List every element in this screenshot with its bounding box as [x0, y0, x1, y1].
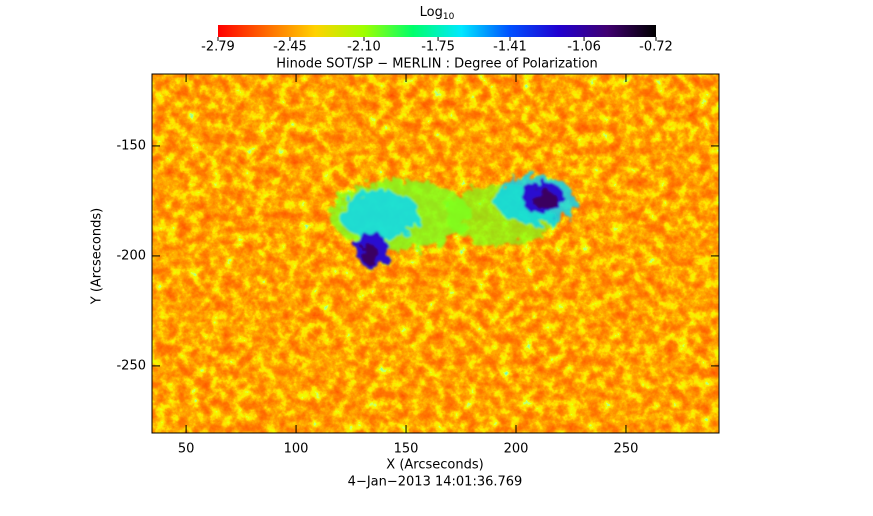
- colorbar: [218, 25, 656, 37]
- colorbar-tick-label: -2.79: [201, 40, 235, 55]
- colorbar-title-main: Log: [420, 5, 443, 20]
- colorbar-tick-label: -1.06: [567, 40, 601, 55]
- y-axis-label: Y (Arcseconds): [90, 208, 105, 305]
- footer-timestamp: 4−Jan−2013 14:01:36.769: [348, 475, 523, 490]
- colorbar-tick-label: -2.45: [273, 40, 307, 55]
- y-tick-label: -250: [116, 358, 146, 373]
- y-tick-label: -200: [116, 248, 146, 263]
- colorbar-tick-label: -2.10: [347, 40, 381, 55]
- chart-title: Hinode SOT/SP − MERLIN : Degree of Polar…: [276, 57, 598, 72]
- x-tick-label: 50: [178, 442, 195, 457]
- colorbar-tick-label: -1.75: [421, 40, 455, 55]
- colorbar-title: Log10: [420, 5, 455, 22]
- x-tick-label: 150: [394, 442, 419, 457]
- colorbar-title-sub: 10: [443, 12, 455, 22]
- x-axis-label: X (Arcseconds): [386, 458, 483, 473]
- y-tick-label: -150: [116, 138, 146, 153]
- x-tick-label: 200: [504, 442, 529, 457]
- colorbar-tick-label: -0.72: [639, 40, 673, 55]
- colorbar-tick-label: -1.41: [493, 40, 527, 55]
- heatmap-image: [152, 74, 719, 433]
- x-tick-label: 100: [284, 442, 309, 457]
- x-tick-label: 250: [614, 442, 639, 457]
- plot-frame: [151, 73, 720, 434]
